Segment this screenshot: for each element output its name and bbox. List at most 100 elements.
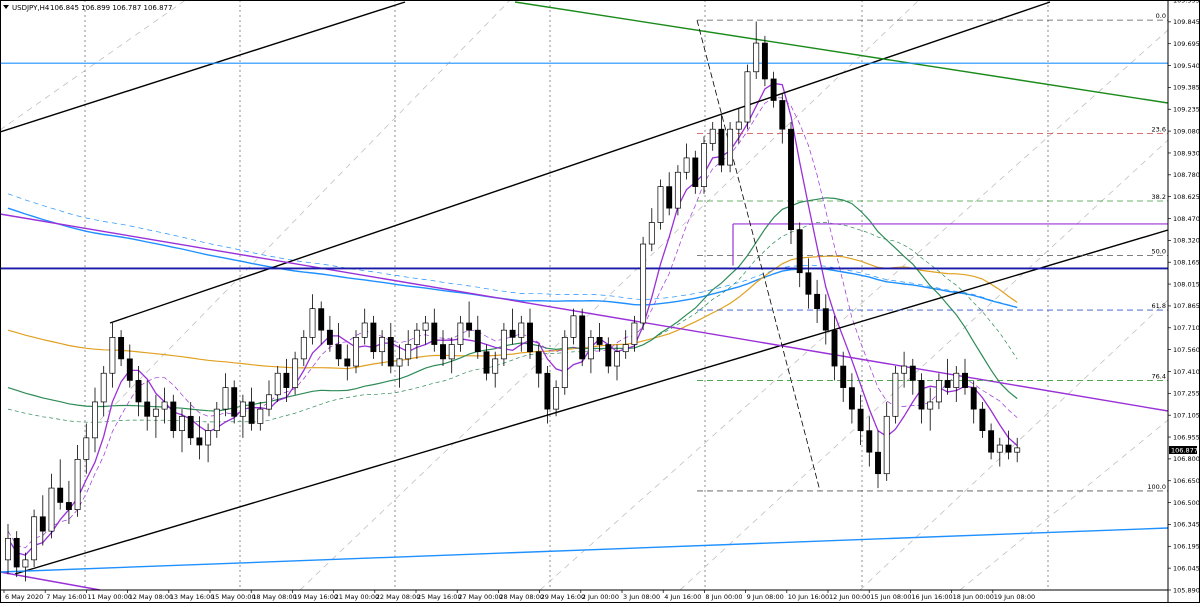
candle <box>161 387 168 424</box>
x-tick-label: 21 May 00:00 <box>335 593 380 601</box>
candle <box>300 330 307 367</box>
candle <box>657 179 664 230</box>
candle-body <box>74 459 81 510</box>
candle <box>57 459 64 510</box>
candle <box>857 394 864 446</box>
candle-body <box>840 365 847 388</box>
candles-layer <box>5 21 1021 582</box>
candle-body <box>666 186 673 209</box>
y-tick-label: 109.540 <box>1173 62 1200 70</box>
candle-body <box>996 444 1003 453</box>
candle <box>579 308 586 367</box>
candle <box>274 366 281 402</box>
candle <box>805 258 812 309</box>
x-tick-label: 11 May 00:00 <box>87 593 132 601</box>
candle <box>944 358 951 395</box>
candle-body <box>596 336 603 345</box>
x-tick-label: 4 Jun 16:00 <box>664 593 701 601</box>
y-tick-label: 109.385 <box>1173 84 1200 92</box>
candle <box>718 114 725 173</box>
lower-channel-line <box>14 229 1169 575</box>
candle <box>431 308 438 352</box>
candle-body <box>361 322 368 338</box>
candle-body <box>483 351 490 374</box>
candle <box>466 301 473 338</box>
candle <box>518 315 525 352</box>
candle-body <box>126 358 133 381</box>
candle-body <box>579 315 586 360</box>
y-tick-label: 109.995 <box>1173 0 1200 4</box>
candle <box>1014 437 1021 463</box>
candle <box>848 373 855 424</box>
candle <box>814 279 821 323</box>
candle-body <box>457 322 464 345</box>
candle <box>535 344 542 388</box>
candle <box>796 222 803 288</box>
candle <box>266 380 272 417</box>
candle-body <box>657 186 664 223</box>
x-tick-label: 3 Jun 08:00 <box>623 593 660 601</box>
candle <box>918 373 925 424</box>
candle-body <box>474 329 481 353</box>
chart-header: USDJPY,H4 106.845 106.899 106.787 106.87… <box>3 4 172 12</box>
diagonal-dashed-line-4 <box>679 139 1169 591</box>
dropdown-triangle-icon[interactable] <box>3 5 9 9</box>
candle <box>405 330 412 367</box>
candle <box>709 122 716 151</box>
candle-body <box>161 401 168 410</box>
candle <box>1005 430 1012 460</box>
y-tick-label: 107.560 <box>1173 346 1200 354</box>
diagonal-dashed-line-1 <box>99 0 511 421</box>
candle <box>118 330 125 367</box>
fib-label-61-8: 61.8 <box>1152 302 1166 310</box>
candle-body <box>100 372 107 403</box>
candle-body <box>326 329 333 345</box>
candle <box>492 351 499 388</box>
candle <box>614 344 620 381</box>
candle <box>883 401 890 481</box>
y-tick-label: 108.320 <box>1173 237 1200 245</box>
candle-body <box>83 437 90 460</box>
y-tick-label: 108.930 <box>1173 149 1200 157</box>
candle-body <box>370 322 377 353</box>
candle-body <box>187 415 194 439</box>
candle <box>413 322 420 359</box>
x-tick-label: 8 Jun 00:00 <box>705 593 742 601</box>
candle-body <box>962 372 968 388</box>
candle-body <box>901 365 908 374</box>
candle-body <box>92 401 98 439</box>
candle <box>422 315 429 345</box>
candle <box>448 337 455 374</box>
candle-body <box>944 380 951 388</box>
green-descending-line <box>514 1 1169 104</box>
y-tick-label: 109.695 <box>1173 40 1200 48</box>
candle-body <box>909 365 916 381</box>
y-tick-label: 108.015 <box>1173 280 1200 288</box>
candle <box>674 165 681 216</box>
candle-body <box>805 272 812 295</box>
candle-body <box>22 559 29 568</box>
candle <box>770 71 777 108</box>
fib-label-76-4: 76.4 <box>1152 372 1166 380</box>
candle-body <box>205 430 212 446</box>
candle <box>257 401 264 431</box>
x-tick-label: 9 Jun 08:00 <box>747 593 784 601</box>
x-tick-label: 25 May 16:00 <box>417 593 462 601</box>
candle-body <box>118 336 125 360</box>
candle <box>39 495 46 546</box>
candle <box>979 401 986 438</box>
candle-body <box>788 128 794 231</box>
y-tick-label: 107.410 <box>1173 368 1200 376</box>
candle <box>596 322 603 352</box>
y-tick-label: 106.195 <box>1173 543 1200 551</box>
y-tick-label: 107.105 <box>1173 411 1200 419</box>
x-tick-label: 15 May 00:00 <box>211 593 256 601</box>
y-tick-label: 108.165 <box>1173 259 1200 267</box>
candle <box>735 107 742 144</box>
ma-orange <box>7 255 1018 370</box>
candle-body <box>1005 444 1012 453</box>
candle-body <box>231 387 238 417</box>
candle <box>92 387 98 453</box>
